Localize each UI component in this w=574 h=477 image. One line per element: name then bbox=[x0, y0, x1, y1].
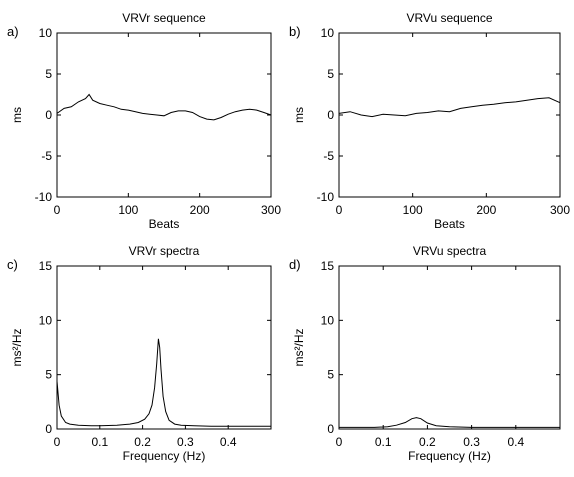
panel-a: 0 100 200 300 -10 -5 0 5 10 VRVr sequence a) Beats m… bbox=[7, 11, 281, 231]
y-tick-label: 5 bbox=[327, 368, 334, 382]
y-tick-label: 0 bbox=[327, 108, 334, 122]
y-axis-label: ms²/Hz bbox=[292, 329, 306, 367]
x-tick-label: 200 bbox=[190, 203, 210, 217]
y-tick-label: -10 bbox=[317, 190, 335, 204]
x-tick-label: 0.2 bbox=[134, 435, 151, 449]
y-tick-label: 10 bbox=[39, 313, 53, 327]
series-line bbox=[56, 93, 272, 121]
y-tick-label: 10 bbox=[321, 26, 335, 40]
x-tick-label: 200 bbox=[476, 203, 496, 217]
x-axis-label: Frequency (Hz) bbox=[123, 449, 206, 463]
x-tick-label: 300 bbox=[261, 203, 281, 217]
panel-label: c) bbox=[7, 257, 18, 272]
y-tick-label: 5 bbox=[327, 67, 334, 81]
x-tick-label: 0.1 bbox=[375, 435, 392, 449]
y-tick-label: 10 bbox=[321, 313, 335, 327]
x-tick-label: 300 bbox=[550, 203, 570, 217]
y-tick-label: -5 bbox=[41, 149, 52, 163]
y-tick-label: -5 bbox=[323, 149, 334, 163]
x-tick-label: 0 bbox=[336, 435, 343, 449]
axes-box bbox=[56, 265, 272, 430]
y-tick-label: 5 bbox=[45, 67, 52, 81]
x-axis-label: Frequency (Hz) bbox=[408, 449, 491, 463]
y-tick-label: -10 bbox=[35, 190, 53, 204]
y-tick-label: 10 bbox=[39, 26, 53, 40]
panel-c: 0 0.1 0.2 0.3 0.4 0 5 10 15 VRVr spectra c) Frequen… bbox=[7, 244, 272, 463]
series-line bbox=[56, 338, 271, 427]
x-tick-label: 0.3 bbox=[177, 435, 194, 449]
panel-label: a) bbox=[7, 24, 19, 39]
x-tick-label: 0.2 bbox=[419, 435, 436, 449]
x-tick-label: 100 bbox=[118, 203, 138, 217]
x-tick-label: 100 bbox=[403, 203, 423, 217]
x-tick-label: 0.4 bbox=[220, 435, 237, 449]
y-tick-label: 15 bbox=[39, 259, 53, 273]
y-axis-label: ms bbox=[10, 107, 24, 123]
panel-b: 0 100 200 300 -10 -5 0 5 10 VRVu sequence b) Beats m… bbox=[289, 11, 570, 231]
axes-box bbox=[338, 32, 561, 198]
series-line bbox=[339, 417, 560, 428]
panel-d: 0 0.1 0.2 0.3 0.4 0 5 10 15 VRVu spectra d) Frequen… bbox=[289, 244, 561, 463]
y-tick-label: 5 bbox=[45, 368, 52, 382]
x-tick-label: 0 bbox=[336, 203, 343, 217]
chart-title: VRVu spectra bbox=[413, 244, 487, 258]
axes-box bbox=[338, 265, 561, 430]
x-tick-label: 0.4 bbox=[507, 435, 524, 449]
x-tick-label: 0 bbox=[54, 435, 61, 449]
y-tick-label: 15 bbox=[321, 259, 335, 273]
panel-label: d) bbox=[289, 257, 301, 272]
x-tick-label: 0 bbox=[54, 203, 61, 217]
chart-title: VRVu sequence bbox=[406, 11, 492, 25]
y-axis-label: ms bbox=[292, 107, 306, 123]
y-tick-label: 0 bbox=[45, 108, 52, 122]
series-line bbox=[338, 97, 561, 118]
axes-box bbox=[56, 32, 272, 198]
x-axis-label: Beats bbox=[434, 217, 465, 231]
y-axis-label: ms²/Hz bbox=[10, 329, 24, 367]
chart-title: VRVr sequence bbox=[122, 11, 206, 25]
panel-label: b) bbox=[289, 24, 301, 39]
chart-title: VRVr spectra bbox=[129, 244, 200, 258]
x-tick-label: 0.3 bbox=[463, 435, 480, 449]
x-axis-label: Beats bbox=[149, 217, 180, 231]
y-tick-label: 0 bbox=[327, 422, 334, 436]
x-tick-label: 0.1 bbox=[91, 435, 108, 449]
y-tick-label: 0 bbox=[45, 422, 52, 436]
